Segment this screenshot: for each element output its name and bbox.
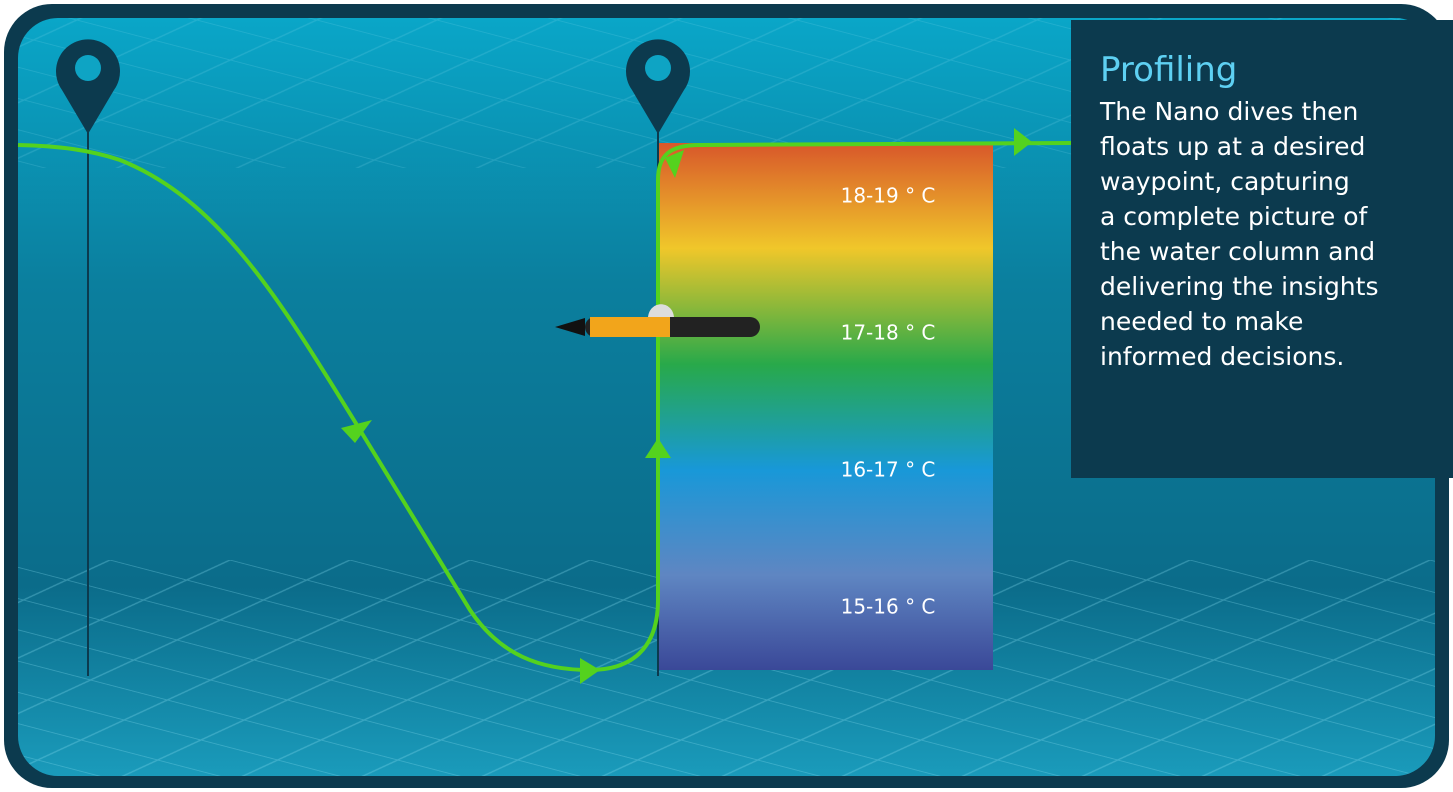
panel-text-line: The Nano dives then <box>1100 97 1359 126</box>
info-panel: Profiling The Nano dives then floats up a… <box>1071 20 1453 478</box>
waypoint-pin <box>625 39 690 134</box>
panel-text-line: floats up at a desired <box>1100 132 1366 161</box>
panel-text-line: the water column and <box>1100 237 1376 266</box>
glider-path <box>17 141 1072 673</box>
panel-text-line: delivering the insights <box>1100 272 1379 301</box>
panel-text-line: a complete picture of <box>1100 202 1368 231</box>
temperature-column <box>658 143 993 670</box>
panel-body: The Nano dives then floats up at a desire… <box>1100 94 1453 374</box>
panel-text-line: waypoint, capturing <box>1100 167 1350 196</box>
path-arrow <box>341 128 1032 684</box>
panel-text-line: needed to make <box>1100 307 1304 336</box>
waypoint-pin <box>56 39 120 134</box>
temperature-label: 18-19 ° C <box>841 184 936 208</box>
nano-glider <box>555 304 760 337</box>
panel-text-line: informed decisions. <box>1100 342 1345 371</box>
temperature-label: 16-17 ° C <box>841 458 936 482</box>
temperature-label: 15-16 ° C <box>841 595 936 619</box>
panel-title: Profiling <box>1100 50 1238 90</box>
temperature-label: 17-18 ° C <box>841 321 936 345</box>
